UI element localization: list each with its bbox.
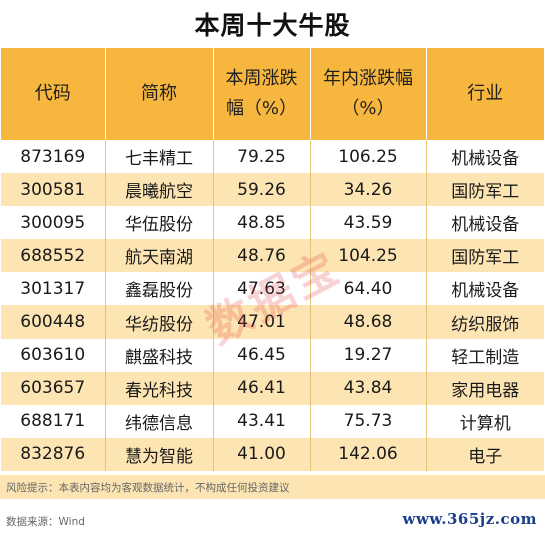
cell-name: 鑫磊股份 [105, 272, 214, 306]
cell-week: 48.85 [213, 206, 311, 240]
cell-industry: 国防军工 [426, 173, 544, 207]
cell-week: 43.41 [213, 404, 311, 438]
cell-year: 43.59 [310, 206, 427, 240]
table-row: 873169 七丰精工 79.25 106.25 机械设备 [1, 140, 544, 174]
cell-year: 34.26 [310, 173, 427, 207]
cell-name: 七丰精工 [105, 140, 214, 174]
cell-industry: 轻工制造 [426, 338, 544, 372]
cell-year: 106.25 [310, 140, 427, 174]
cell-industry: 计算机 [426, 404, 544, 438]
cell-year: 64.40 [310, 272, 427, 306]
cell-code: 688171 [1, 404, 106, 438]
cell-name: 春光科技 [105, 371, 214, 405]
cell-name: 麒盛科技 [105, 338, 214, 372]
cell-code: 603657 [1, 371, 106, 405]
cell-year: 142.06 [310, 437, 427, 471]
table-row: 603610 麒盛科技 46.45 19.27 轻工制造 [1, 338, 544, 372]
cell-code: 301317 [1, 272, 106, 306]
table-header-row: 代码 简称 本周涨跌 幅（%） 年内涨跌幅 （%） 行业 [1, 48, 544, 140]
cell-industry: 国防军工 [426, 239, 544, 273]
cell-code: 300095 [1, 206, 106, 240]
cell-name: 晨曦航空 [105, 173, 214, 207]
header-week-change-line2: 幅（%） [225, 98, 298, 119]
cell-week: 48.76 [213, 239, 311, 273]
cell-year: 48.68 [310, 305, 427, 339]
cell-year: 19.27 [310, 338, 427, 372]
cell-industry: 机械设备 [426, 272, 544, 306]
header-code: 代码 [1, 48, 106, 140]
cell-year: 43.84 [310, 371, 427, 405]
header-week-change: 本周涨跌 幅（%） [213, 48, 311, 140]
cell-week: 79.25 [213, 140, 311, 174]
cell-week: 59.26 [213, 173, 311, 207]
cell-industry: 机械设备 [426, 206, 544, 240]
header-year-change-line1: 年内涨跌幅 [323, 68, 413, 89]
cell-name: 华伍股份 [105, 206, 214, 240]
cell-year: 104.25 [310, 239, 427, 273]
cell-code: 688552 [1, 239, 106, 273]
cell-year: 75.73 [310, 404, 427, 438]
stock-table: 代码 简称 本周涨跌 幅（%） 年内涨跌幅 （%） 行业 873169 七丰精工… [1, 48, 544, 471]
cell-code: 300581 [1, 173, 106, 207]
table-row: 688171 纬德信息 43.41 75.73 计算机 [1, 404, 544, 438]
cell-week: 47.63 [213, 272, 311, 306]
cell-week: 47.01 [213, 305, 311, 339]
table-row: 300095 华伍股份 48.85 43.59 机械设备 [1, 206, 544, 240]
cell-week: 41.00 [213, 437, 311, 471]
header-year-change: 年内涨跌幅 （%） [310, 48, 427, 140]
source-note: 数据来源：Wind [6, 515, 85, 528]
cell-industry: 机械设备 [426, 140, 544, 174]
cell-name: 航天南湖 [105, 239, 214, 273]
cell-name: 纬德信息 [105, 404, 214, 438]
header-year-change-line2: （%） [341, 98, 395, 119]
table-row: 603657 春光科技 46.41 43.84 家用电器 [1, 371, 544, 405]
table-row: 300581 晨曦航空 59.26 34.26 国防军工 [1, 173, 544, 207]
cell-name: 华纺股份 [105, 305, 214, 339]
cell-week: 46.45 [213, 338, 311, 372]
table-row: 688552 航天南湖 48.76 104.25 国防军工 [1, 239, 544, 273]
cell-week: 46.41 [213, 371, 311, 405]
cell-name: 慧为智能 [105, 437, 214, 471]
table-row: 600448 华纺股份 47.01 48.68 纺织服饰 [1, 305, 544, 339]
cell-code: 600448 [1, 305, 106, 339]
page-title: 本周十大牛股 [194, 11, 351, 40]
site-watermark: www.365jz.com [402, 510, 537, 528]
risk-note: 风险提示：本表内容均为客观数据统计，不构成任何投资建议 [0, 475, 545, 499]
cell-industry: 电子 [426, 437, 544, 471]
cell-industry: 纺织服饰 [426, 305, 544, 339]
table-row: 832876 慧为智能 41.00 142.06 电子 [1, 437, 544, 471]
cell-code: 873169 [1, 140, 106, 174]
header-week-change-line1: 本周涨跌 [225, 68, 298, 89]
cell-industry: 家用电器 [426, 371, 544, 405]
header-industry: 行业 [426, 48, 544, 140]
cell-code: 603610 [1, 338, 106, 372]
header-name: 简称 [105, 48, 214, 140]
cell-code: 832876 [1, 437, 106, 471]
table-row: 301317 鑫磊股份 47.63 64.40 机械设备 [1, 272, 544, 306]
